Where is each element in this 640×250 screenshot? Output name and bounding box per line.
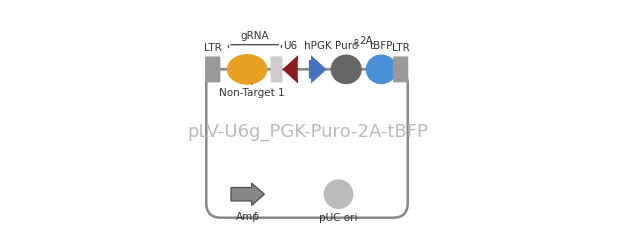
Text: U6: U6 bbox=[283, 41, 297, 51]
Polygon shape bbox=[231, 183, 264, 205]
Text: Puro: Puro bbox=[335, 41, 358, 51]
Text: r: r bbox=[253, 210, 257, 219]
Text: LTR: LTR bbox=[204, 43, 221, 53]
FancyBboxPatch shape bbox=[393, 56, 408, 82]
Ellipse shape bbox=[365, 54, 397, 84]
Text: 2A: 2A bbox=[359, 36, 373, 46]
Text: Non-Target 1: Non-Target 1 bbox=[220, 88, 285, 98]
FancyBboxPatch shape bbox=[205, 56, 220, 82]
Text: pUC ori: pUC ori bbox=[319, 213, 358, 223]
Polygon shape bbox=[309, 55, 326, 84]
Ellipse shape bbox=[331, 54, 362, 84]
Polygon shape bbox=[282, 55, 298, 84]
Text: tBFP: tBFP bbox=[370, 41, 393, 51]
Text: R: R bbox=[354, 39, 359, 48]
FancyBboxPatch shape bbox=[271, 56, 282, 82]
Ellipse shape bbox=[324, 180, 353, 209]
Text: pLV-U6g_PGK-Puro-2A-tBFP: pLV-U6g_PGK-Puro-2A-tBFP bbox=[188, 124, 428, 142]
Text: gRNA: gRNA bbox=[240, 31, 269, 41]
Text: hPGK: hPGK bbox=[304, 41, 332, 51]
Ellipse shape bbox=[227, 54, 268, 85]
Text: Amp: Amp bbox=[236, 212, 260, 222]
Text: LTR: LTR bbox=[392, 43, 410, 53]
